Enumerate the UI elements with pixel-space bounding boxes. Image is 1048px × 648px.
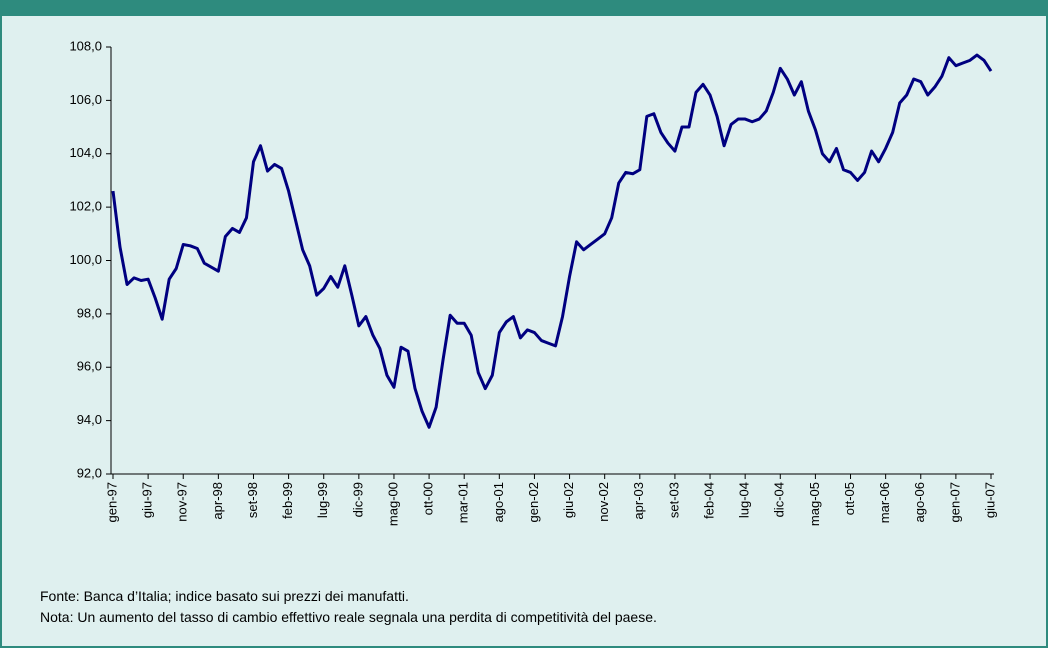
- x-tick-label: feb-99: [280, 482, 295, 519]
- x-tick-label: giu-02: [561, 482, 576, 518]
- x-tick-label: ago-06: [912, 482, 927, 522]
- x-tick-label: mag-00: [385, 482, 400, 526]
- x-tick-label: set-98: [245, 482, 260, 518]
- y-tick-label: 92,0: [77, 465, 102, 480]
- y-tick-label: 98,0: [77, 305, 102, 320]
- x-tick-label: gen-97: [104, 482, 119, 522]
- y-tick-label: 108,0: [69, 38, 102, 53]
- x-tick-label: mag-05: [807, 482, 822, 526]
- x-tick-label: gen-07: [947, 482, 962, 522]
- x-tick-label: dic-99: [350, 482, 365, 517]
- y-tick-label: 96,0: [77, 359, 102, 374]
- note: Nota: Un aumento del tasso di cambio eff…: [40, 609, 657, 625]
- y-tick-label: 94,0: [77, 412, 102, 427]
- x-tick-label: nov-97: [175, 482, 190, 522]
- x-tick-label: ott-05: [842, 482, 857, 515]
- top-bar: [2, 2, 1046, 16]
- x-tick-label: lug-99: [315, 482, 330, 518]
- x-tick-label: ago-01: [491, 482, 506, 522]
- series-line: [111, 53, 993, 429]
- x-tick-label: lug-04: [737, 482, 752, 518]
- y-tick-label: 100,0: [69, 252, 102, 267]
- x-tick-label: giu-97: [140, 482, 155, 518]
- x-tick-label: gen-02: [526, 482, 541, 522]
- x-tick-label: giu-07: [982, 482, 997, 518]
- y-tick-label: 104,0: [69, 145, 102, 160]
- x-tick-label: mar-06: [877, 482, 892, 523]
- x-tick-label: apr-03: [631, 482, 646, 520]
- x-tick-label: dic-04: [772, 482, 787, 517]
- y-tick-label: 106,0: [69, 92, 102, 107]
- x-tick-label: set-03: [666, 482, 681, 518]
- x-tick-label: ott-00: [421, 482, 436, 515]
- source-note: Fonte: Banca d’Italia; indice basato sui…: [40, 588, 409, 604]
- x-tick-label: apr-98: [210, 482, 225, 520]
- x-tick-label: mar-01: [456, 482, 471, 523]
- x-tick-label: feb-04: [701, 482, 716, 519]
- y-tick-label: 102,0: [69, 199, 102, 214]
- x-tick-label: nov-02: [596, 482, 611, 522]
